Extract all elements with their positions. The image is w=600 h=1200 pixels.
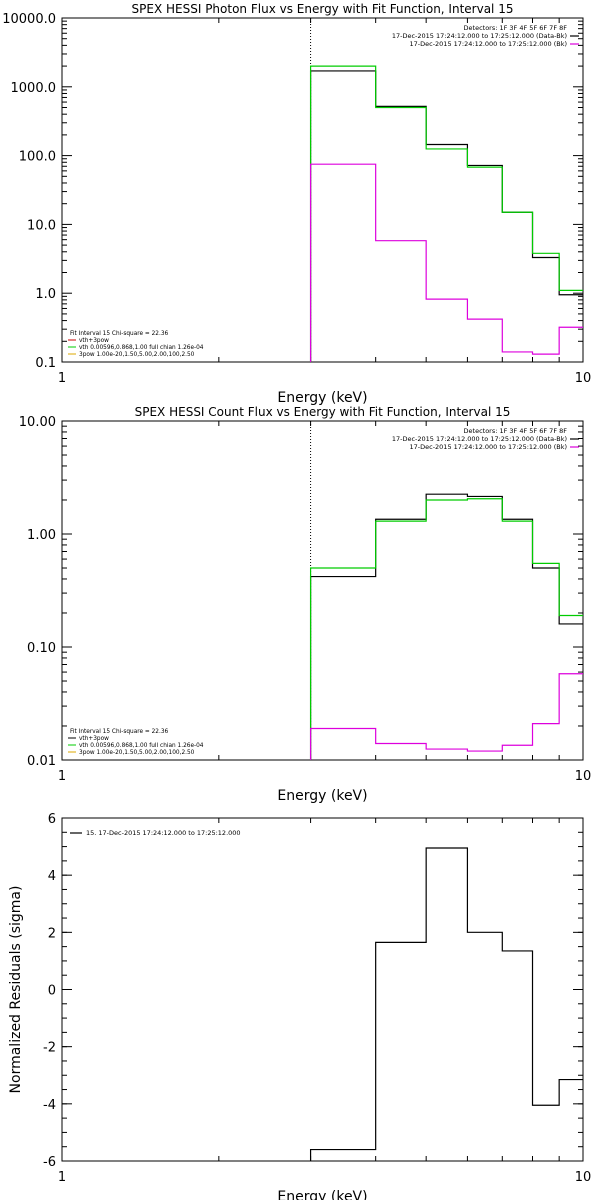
y-axis-label: Normalized Residuals (sigma) xyxy=(8,886,24,1094)
chart-panel-3: 1 10 Energy (keV) -6 -4 -2 0 2 4 6 Normalized Resi… xyxy=(8,812,591,1200)
plot-frame xyxy=(61,17,584,363)
x-axis-label: Energy (keV) xyxy=(277,788,367,804)
fit-text-line: 3pow 1.00e-20,1.50,5.00,2.00,100,2.50 xyxy=(79,750,195,756)
y-tick-label: 100.0 xyxy=(19,150,56,165)
x-axis-label: Energy (keV) xyxy=(277,390,367,406)
series-3 xyxy=(309,163,583,362)
fit-text-line: Fit Interval 15 Chi-square = 22.36 xyxy=(70,729,169,735)
x-tick-label: 10 xyxy=(575,371,592,386)
legend-entry: 17-Dec-2015 17:24:12.000 to 17:25:12.000… xyxy=(410,443,568,451)
series-line xyxy=(309,673,583,760)
fit-text-line: vth+3pow xyxy=(79,338,109,344)
series-line xyxy=(309,65,583,362)
x-axis-label: Energy (keV) xyxy=(277,1189,367,1200)
legend-entry: 15. 17-Dec-2015 17:24:12.000 to 17:25:12… xyxy=(86,829,241,837)
series-2 xyxy=(309,498,583,760)
y-tick-label: 0.10 xyxy=(27,641,56,656)
series-1 xyxy=(309,847,583,1161)
fit-text-line: Fit Interval 15 Chi-square = 22.36 xyxy=(70,331,169,337)
y-tick-label: 1.0 xyxy=(35,287,56,302)
y-tick-label: 0.1 xyxy=(35,356,56,371)
y-tick-label: 2 xyxy=(48,926,56,941)
plot-frame xyxy=(61,817,584,1162)
y-tick-label: 10.0 xyxy=(27,218,56,233)
fit-text-line: vth 0.00596,0.868,1.00 full chian 1.26e-… xyxy=(79,345,204,351)
y-tick-label: 10000.0 xyxy=(2,12,56,27)
legend-entry: 17-Dec-2015 17:24:12.000 to 17:25:12.000… xyxy=(392,32,567,40)
series-1 xyxy=(309,493,583,760)
legend-entry: Detectors: 1F 3F 4F 5F 6F 7F 8F xyxy=(464,427,568,435)
series-line xyxy=(309,70,583,362)
x-tick-label: 1 xyxy=(58,371,66,386)
series-line xyxy=(309,493,583,760)
x-tick-label: 1 xyxy=(58,1170,66,1185)
y-tick-label: -6 xyxy=(43,1155,56,1170)
y-tick-label: -2 xyxy=(43,1041,56,1056)
chart-panel-1: SPEX HESSI Photon Flux vs Energy with Fi… xyxy=(2,2,591,406)
y-tick-label: 1.00 xyxy=(27,528,56,543)
legend-entry: 17-Dec-2015 17:24:12.000 to 17:25:12.000… xyxy=(410,40,568,48)
legend-entry: 17-Dec-2015 17:24:12.000 to 17:25:12.000… xyxy=(392,435,567,443)
series-line xyxy=(309,498,583,760)
legend-entry: Detectors: 1F 3F 4F 5F 6F 7F 8F xyxy=(464,24,568,32)
series-2 xyxy=(309,65,583,362)
y-tick-label: 0 xyxy=(48,984,56,999)
chart-title: SPEX HESSI Photon Flux vs Energy with Fi… xyxy=(132,2,514,16)
x-tick-label: 1 xyxy=(58,769,66,784)
y-tick-label: 4 xyxy=(48,869,56,884)
series-1 xyxy=(309,70,583,362)
series-line xyxy=(309,847,583,1161)
chart-panel-2: SPEX HESSI Count Flux vs Energy with Fit… xyxy=(19,405,591,804)
series-3 xyxy=(309,673,583,760)
x-tick-label: 10 xyxy=(575,1170,592,1185)
y-tick-label: 10.00 xyxy=(19,415,56,430)
fit-text-line: vth 0.00596,0.868,1.00 full chian 1.26e-… xyxy=(79,743,204,749)
fit-text-line: vth+3pow xyxy=(79,736,109,742)
y-tick-label: -4 xyxy=(43,1098,56,1113)
plot-frame xyxy=(61,420,584,761)
chart-title: SPEX HESSI Count Flux vs Energy with Fit… xyxy=(135,405,511,419)
x-tick-label: 10 xyxy=(575,769,592,784)
series-line xyxy=(309,163,583,362)
y-tick-label: 0.01 xyxy=(27,754,56,769)
y-tick-label: 1000.0 xyxy=(11,81,57,96)
fit-text-line: 3pow 1.00e-20,1.50,5.00,2.00,100,2.50 xyxy=(79,352,195,358)
y-tick-label: 6 xyxy=(48,812,56,827)
